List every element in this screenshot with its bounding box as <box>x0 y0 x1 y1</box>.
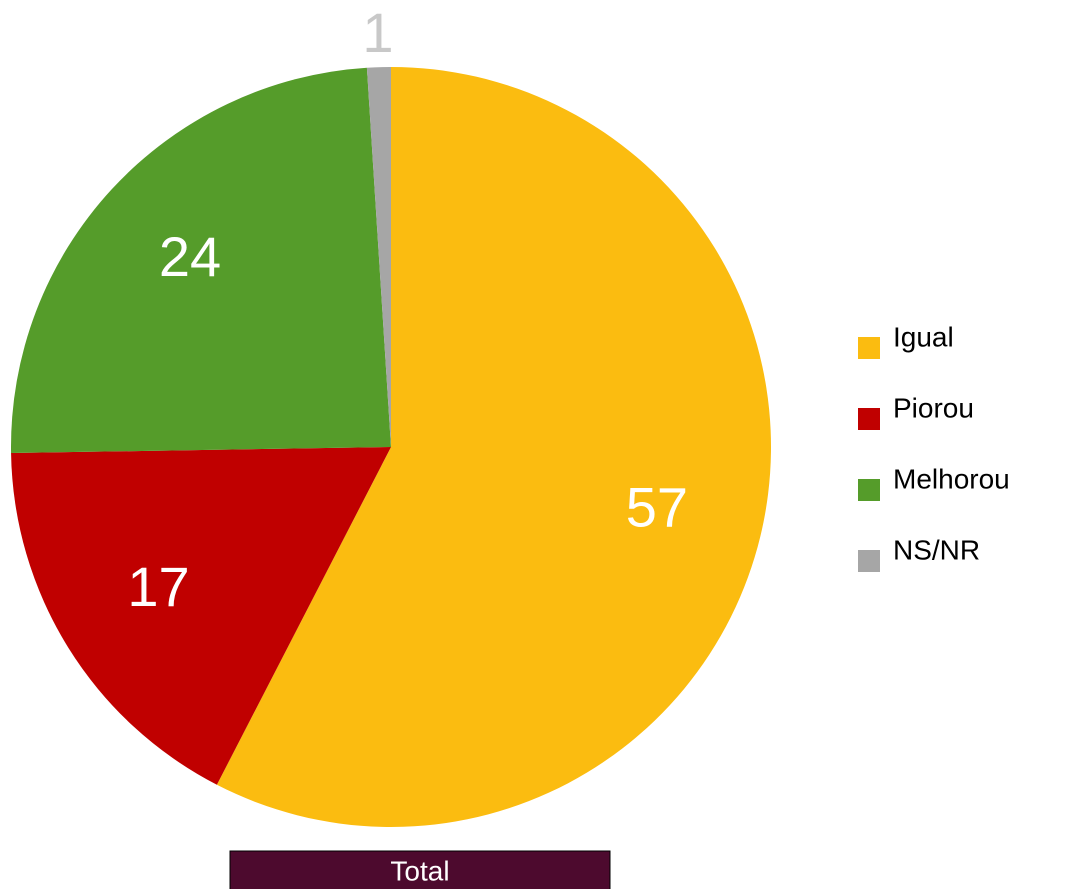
legend-swatch <box>858 479 880 501</box>
pie-slice <box>11 67 392 454</box>
data-label: 1 <box>362 1 393 64</box>
pie-slice <box>216 67 772 828</box>
legend-label: Igual <box>893 321 954 352</box>
legend-label: NS/NR <box>893 534 980 565</box>
legend-label: Melhorou <box>893 463 1010 494</box>
data-label: 24 <box>159 225 221 288</box>
pie-slice <box>11 447 392 785</box>
pie-slice <box>366 67 391 447</box>
legend-label: Piorou <box>893 392 974 423</box>
legend-swatch <box>858 408 880 430</box>
legend-swatch <box>858 550 880 572</box>
caption-box <box>229 850 611 889</box>
data-label: 57 <box>626 475 688 538</box>
caption: Total <box>390 855 449 886</box>
legend-swatch <box>858 337 880 359</box>
data-label: 17 <box>127 555 189 618</box>
